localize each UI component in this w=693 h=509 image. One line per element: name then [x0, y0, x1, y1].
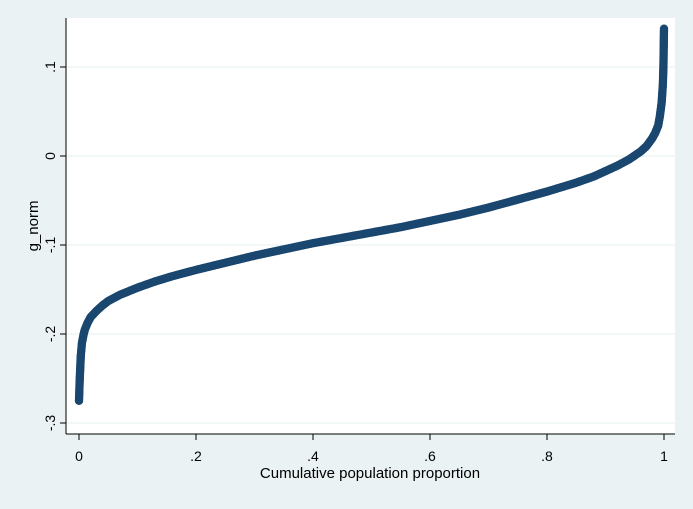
axes: -.3 -.2 -.1 0 .1 0 .2 .4 .6 .8 1 [42, 18, 675, 464]
y-tick-label: -.1 [42, 237, 58, 254]
y-axis-label: g_norm [25, 201, 42, 252]
plot-background [66, 18, 675, 434]
x-tick-label: 1 [660, 448, 668, 464]
x-axis-label: Cumulative population proportion [260, 465, 480, 482]
x-tick-label: .6 [424, 448, 436, 464]
grid-lines [66, 66, 675, 424]
y-tick-label: 0 [42, 152, 58, 160]
x-tick-label: .2 [190, 448, 202, 464]
y-tick-label: -.2 [42, 326, 58, 343]
x-tick-label: .4 [307, 448, 319, 464]
data-point [659, 24, 669, 33]
x-tick-label: .8 [541, 448, 553, 464]
data-points [74, 24, 669, 405]
x-tick-label: 0 [75, 448, 83, 464]
y-tick-label: .1 [42, 61, 58, 73]
y-tick-label: -.3 [42, 415, 58, 432]
